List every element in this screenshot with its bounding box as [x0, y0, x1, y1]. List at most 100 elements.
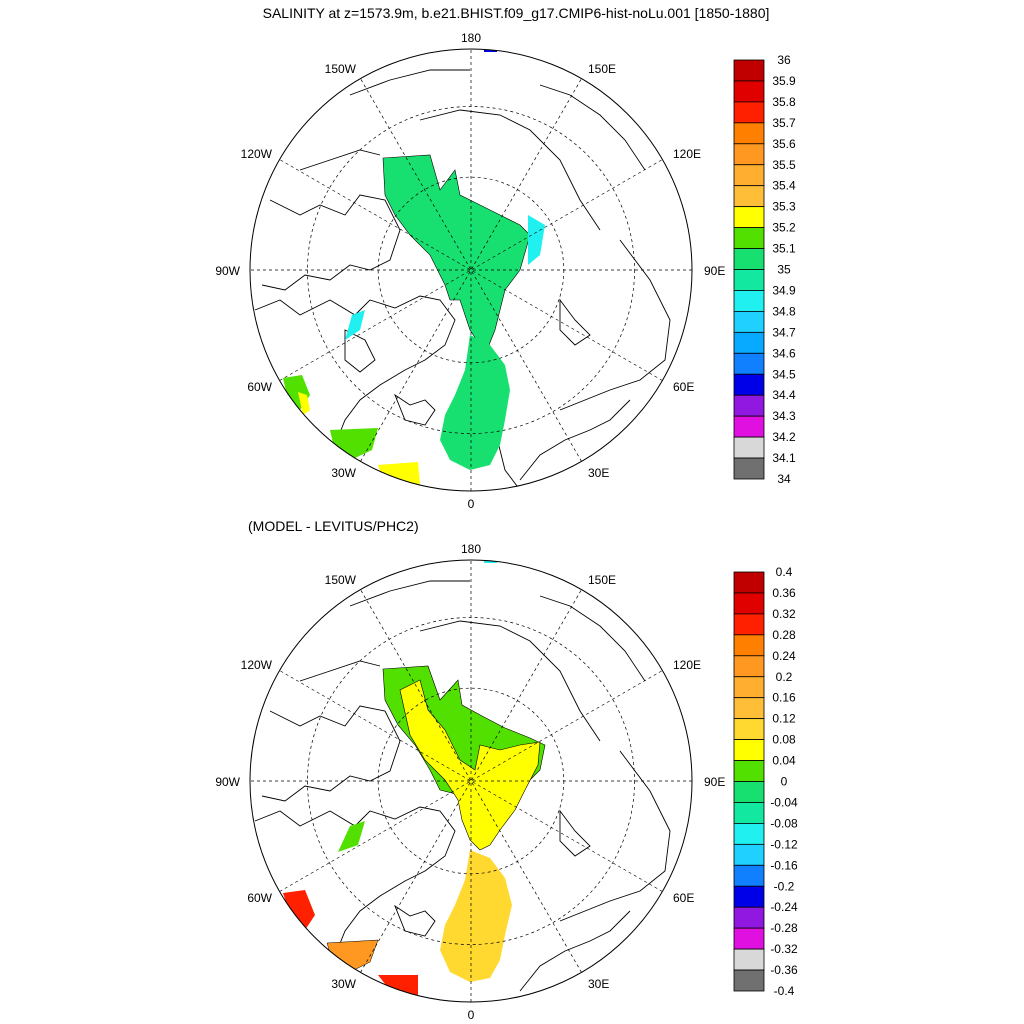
figure-title: SALINITY at z=1573.9m, b.e21.BHIST.f09_g…	[263, 5, 770, 21]
lon-label-90e: 90E	[704, 775, 725, 789]
colorbar-swatch	[733, 802, 765, 824]
latitude-circle	[377, 176, 565, 364]
lon-label-60w: 60W	[247, 891, 272, 905]
lon-label-150e: 150E	[588, 62, 616, 76]
colorbar-swatch	[733, 164, 765, 187]
colorbar-swatch	[733, 415, 765, 438]
lon-label-120w: 120W	[241, 658, 273, 672]
colorbar-tick-label: 0	[781, 775, 788, 789]
lon-label-30e: 30E	[588, 466, 609, 480]
colorbar-tick-label: 0.24	[772, 649, 796, 663]
colorbar-tick-label: 0.12	[772, 712, 796, 726]
colorbar-swatch	[733, 394, 765, 417]
panel2-field-red-south	[378, 975, 418, 995]
panel1-lon-labels: 180 0 90W 90E 150W 150E 120W 120E 60W 60…	[215, 31, 725, 511]
colorbar-swatch	[733, 697, 765, 720]
lon-label-90e: 90E	[704, 264, 725, 278]
colorbar-tick-label: -0.08	[770, 816, 798, 830]
colorbar-tick-label: 0.36	[772, 586, 796, 600]
panel2-graticule	[250, 560, 692, 1002]
panel1-field-cyan-east	[528, 215, 545, 265]
meridian-line	[360, 78, 582, 462]
lon-label-180: 180	[461, 542, 481, 556]
colorbar-tick-label: 35.7	[772, 116, 796, 130]
colorbar-swatch	[733, 927, 765, 950]
colorbar-swatch	[733, 906, 765, 929]
colorbar-swatch	[733, 655, 765, 678]
panel2-field-red-sw	[283, 890, 315, 930]
lon-label-0: 0	[468, 1008, 475, 1022]
colorbar-tick-label: 34.9	[772, 283, 796, 297]
colorbar-swatch	[733, 613, 765, 636]
panel2-map-border	[249, 559, 693, 1003]
panel2-coastlines	[254, 580, 671, 992]
colorbar-tick-label: 35.6	[772, 137, 796, 151]
colorbar-swatch	[733, 760, 765, 782]
colorbar-tick-label: 35.2	[772, 221, 796, 235]
colorbar-tick-label: 0.08	[772, 733, 796, 747]
colorbar-swatch	[733, 843, 765, 866]
colorbar-tick-label: -0.36	[770, 963, 798, 977]
colorbar-tick-label: 0.32	[772, 607, 796, 621]
colorbar-tick-label: 34.2	[772, 430, 796, 444]
lon-label-30w: 30W	[331, 466, 356, 480]
colorbar-swatch	[733, 101, 765, 124]
colorbar-swatch	[733, 781, 765, 803]
lon-label-90w: 90W	[215, 264, 240, 278]
colorbar-swatch	[733, 718, 765, 741]
lon-label-120w: 120W	[241, 147, 273, 161]
colorbar-tick-label: -0.04	[770, 795, 798, 809]
lon-label-120e: 120E	[673, 658, 701, 672]
colorbar-swatch	[733, 592, 765, 615]
colorbar-swatch	[733, 571, 765, 594]
colorbar-swatch	[733, 352, 765, 375]
panel1-coastlines	[254, 69, 671, 491]
panel1-field-central	[382, 154, 531, 356]
lon-label-30e: 30E	[588, 977, 609, 991]
latitude-circle	[377, 687, 565, 875]
meridian-line	[279, 670, 663, 892]
colorbar-swatch	[733, 290, 765, 312]
panel1-graticule	[250, 49, 692, 491]
colorbar-tick-label: 34.7	[772, 325, 796, 339]
panel1-field-atlantic	[440, 335, 510, 470]
meridian-line	[360, 589, 582, 973]
colorbar-swatch	[733, 373, 765, 396]
panel2-field-green-west	[338, 821, 365, 852]
colorbar-tick-label: 0.04	[772, 754, 796, 768]
colorbar-swatch	[733, 739, 765, 761]
colorbar-swatch	[733, 823, 765, 845]
panel2-field-yellow-upper	[399, 679, 541, 851]
colorbar-tick-label: 35	[777, 263, 791, 277]
colorbar-swatch	[733, 206, 765, 228]
colorbar-tick-label: 34.5	[772, 367, 796, 381]
colorbar-swatch	[733, 59, 765, 82]
colorbar-swatch	[733, 248, 765, 270]
colorbar-swatch	[733, 80, 765, 103]
colorbar-swatch	[733, 122, 765, 145]
lon-label-90w: 90W	[215, 775, 240, 789]
colorbar-tick-label: 35.3	[772, 200, 796, 214]
panel2-subtitle: (MODEL - LEVITUS/PHC2)	[248, 518, 419, 534]
panel1-map-border	[249, 48, 693, 492]
colorbar-tick-label: 0.2	[776, 670, 793, 684]
colorbar-tick-label: 0.4	[776, 565, 793, 579]
meridian-line	[279, 159, 663, 381]
lon-label-60w: 60W	[247, 380, 272, 394]
colorbar-swatch	[733, 634, 765, 657]
panel2-colorbar: 0.4 0.36 0.32 0.28 0.24 0.2 0.16 0.12 0.08 0.04 0 -…	[733, 565, 798, 998]
colorbar-swatch	[733, 885, 765, 908]
panel1-colorbar: 36 35.9 35.8 35.7 35.6 35.5 35.4 35.3 35.2 35.1 35…	[733, 53, 796, 486]
colorbar-swatch	[733, 143, 765, 166]
colorbar-tick-label: 0.16	[772, 691, 796, 705]
colorbar-tick-label: 34.6	[772, 346, 796, 360]
colorbar-tick-label: 34.8	[772, 304, 796, 318]
colorbar-tick-label: 35.8	[772, 95, 796, 109]
lon-label-30w: 30W	[331, 977, 356, 991]
panel2-field-gold-atlantic	[440, 850, 512, 982]
latitude-circle	[307, 617, 635, 945]
panel1-field-yellow-sw	[298, 392, 310, 415]
colorbar-swatch	[733, 310, 765, 333]
lon-label-120e: 120E	[673, 147, 701, 161]
lon-label-150e: 150E	[588, 573, 616, 587]
